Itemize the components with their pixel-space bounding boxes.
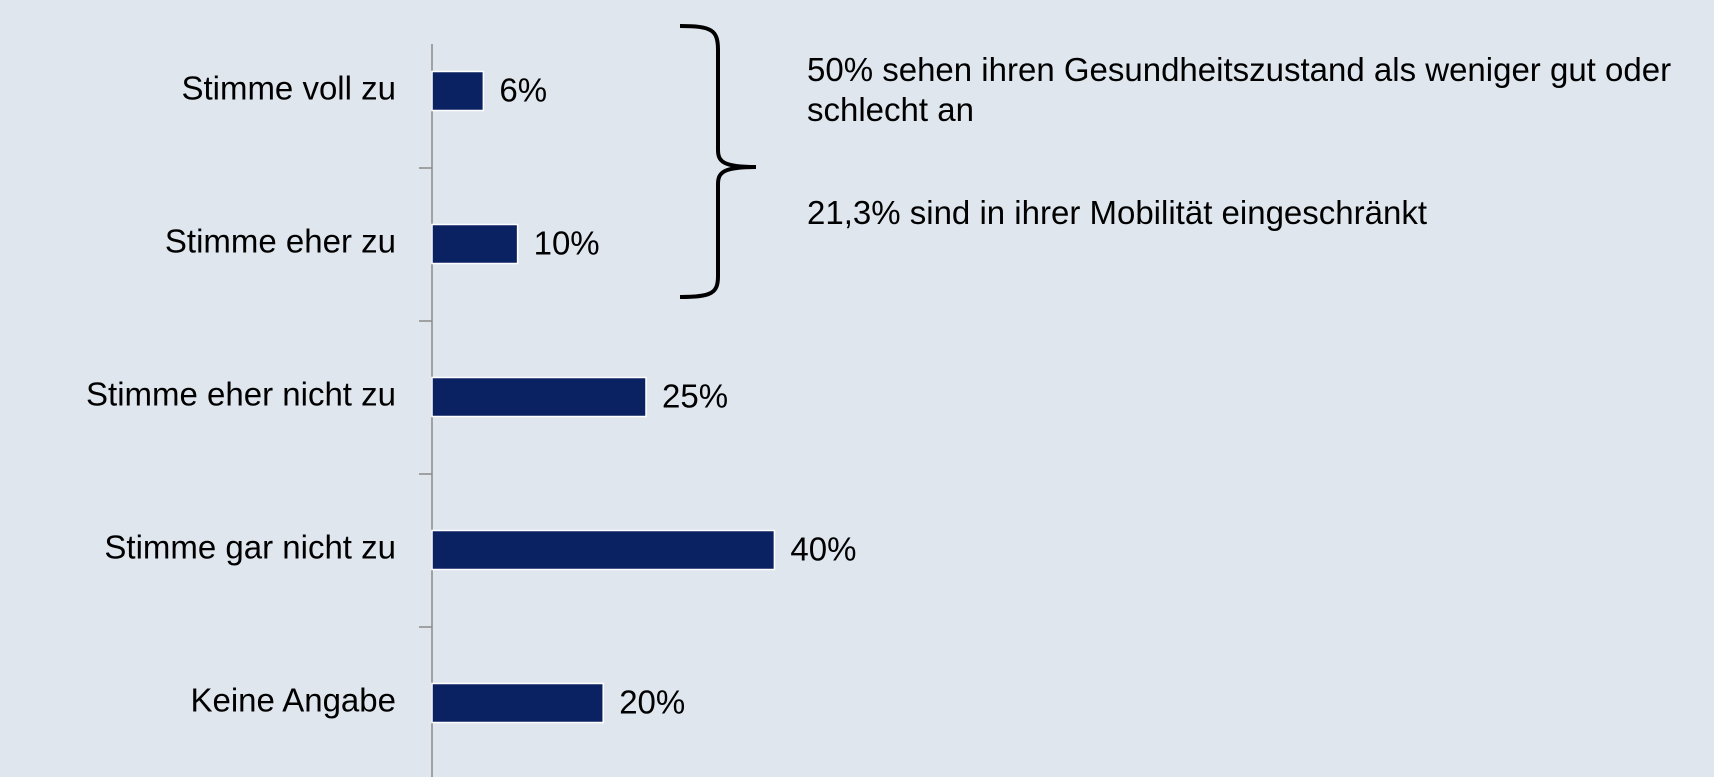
bar [431, 376, 647, 418]
category-label: Stimme gar nicht zu [104, 529, 396, 566]
category-label: Stimme voll zu [181, 70, 396, 107]
bracket [679, 24, 757, 299]
category-label: Keine Angabe [190, 682, 396, 719]
annotation: 21,3% sind in ihrer Mobilität eingeschrä… [807, 194, 1427, 231]
annotation: 50% sehen ihren Gesundheitszustand als w… [807, 51, 1672, 128]
value-label: 25% [662, 378, 728, 415]
value-label: 6% [499, 72, 547, 109]
bar [431, 70, 485, 112]
value-label: 10% [534, 225, 600, 262]
category-label: Stimme eher nicht zu [86, 376, 396, 413]
value-label: 40% [790, 531, 856, 568]
bar [431, 223, 519, 265]
bar [431, 529, 776, 571]
category-label: Stimme eher zu [165, 223, 396, 260]
value-label: 20% [619, 684, 685, 721]
bar [431, 682, 604, 724]
